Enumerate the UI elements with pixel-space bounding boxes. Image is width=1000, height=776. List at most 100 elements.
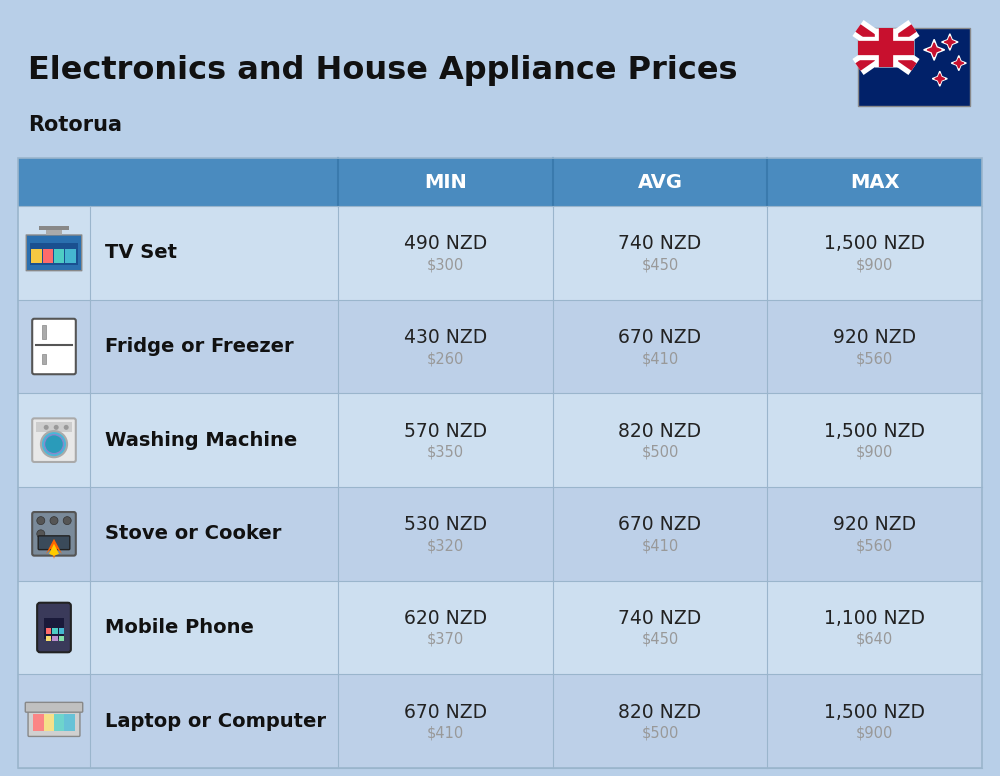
Bar xyxy=(42,355,46,365)
Bar xyxy=(18,393,982,487)
Bar xyxy=(18,674,982,768)
Text: $450: $450 xyxy=(641,632,679,647)
Text: $500: $500 xyxy=(641,726,679,740)
Bar xyxy=(59,636,64,641)
Bar xyxy=(42,324,46,338)
FancyBboxPatch shape xyxy=(25,702,83,712)
FancyBboxPatch shape xyxy=(37,603,71,653)
Text: $320: $320 xyxy=(427,539,464,553)
Text: $560: $560 xyxy=(856,539,893,553)
Bar xyxy=(46,629,51,634)
Text: $350: $350 xyxy=(427,445,464,459)
Text: $300: $300 xyxy=(427,258,464,272)
Bar xyxy=(36,422,72,432)
Circle shape xyxy=(37,517,45,525)
Text: AVG: AVG xyxy=(638,172,682,192)
Circle shape xyxy=(54,425,59,430)
Polygon shape xyxy=(954,58,964,68)
Text: $900: $900 xyxy=(856,258,893,272)
Circle shape xyxy=(50,517,58,525)
Text: $900: $900 xyxy=(856,726,893,740)
Polygon shape xyxy=(935,74,945,84)
Text: 670 NZD: 670 NZD xyxy=(618,328,702,347)
Text: $500: $500 xyxy=(641,445,679,459)
Text: 1,500 NZD: 1,500 NZD xyxy=(824,234,925,253)
FancyBboxPatch shape xyxy=(38,536,70,549)
Text: 740 NZD: 740 NZD xyxy=(618,609,702,628)
Text: 920 NZD: 920 NZD xyxy=(833,515,916,535)
Text: Fridge or Freezer: Fridge or Freezer xyxy=(105,337,294,356)
Circle shape xyxy=(37,530,45,538)
Bar xyxy=(33,715,75,732)
Text: 430 NZD: 430 NZD xyxy=(404,328,487,347)
Text: $410: $410 xyxy=(427,726,464,740)
Text: 1,100 NZD: 1,100 NZD xyxy=(824,609,925,628)
Bar xyxy=(46,230,62,235)
Bar xyxy=(18,158,982,206)
Text: 620 NZD: 620 NZD xyxy=(404,609,487,628)
Text: MAX: MAX xyxy=(850,172,899,192)
Text: $640: $640 xyxy=(856,632,893,647)
Polygon shape xyxy=(46,539,62,559)
Text: MIN: MIN xyxy=(424,172,467,192)
Bar xyxy=(18,158,982,768)
Text: 920 NZD: 920 NZD xyxy=(833,328,916,347)
Bar xyxy=(31,249,42,262)
Text: $410: $410 xyxy=(641,351,679,366)
Text: Mobile Phone: Mobile Phone xyxy=(105,618,254,637)
Text: $450: $450 xyxy=(641,258,679,272)
Bar xyxy=(33,715,44,732)
Polygon shape xyxy=(927,43,941,57)
Text: 1,500 NZD: 1,500 NZD xyxy=(824,421,925,441)
Bar xyxy=(65,249,76,262)
Bar xyxy=(18,300,982,393)
Bar xyxy=(858,28,970,106)
Text: Washing Machine: Washing Machine xyxy=(105,431,297,449)
Polygon shape xyxy=(932,71,947,86)
Text: TV Set: TV Set xyxy=(105,244,177,262)
Circle shape xyxy=(41,431,67,457)
Polygon shape xyxy=(49,544,59,556)
FancyBboxPatch shape xyxy=(32,418,76,462)
Text: 670 NZD: 670 NZD xyxy=(404,702,487,722)
Bar xyxy=(59,629,64,634)
Bar xyxy=(64,715,75,732)
Circle shape xyxy=(44,425,49,430)
Text: 820 NZD: 820 NZD xyxy=(618,702,702,722)
Polygon shape xyxy=(924,40,945,61)
Bar xyxy=(54,715,64,732)
Bar xyxy=(43,249,53,262)
Bar xyxy=(44,618,64,639)
Text: Rotorua: Rotorua xyxy=(28,115,122,135)
FancyBboxPatch shape xyxy=(32,512,76,556)
Polygon shape xyxy=(944,36,955,47)
Bar xyxy=(44,715,54,732)
Bar xyxy=(52,636,58,641)
Text: 740 NZD: 740 NZD xyxy=(618,234,702,253)
Text: Stove or Cooker: Stove or Cooker xyxy=(105,525,281,543)
Circle shape xyxy=(64,425,69,430)
Bar xyxy=(18,487,982,580)
Circle shape xyxy=(63,517,71,525)
Text: 670 NZD: 670 NZD xyxy=(618,515,702,535)
Text: 820 NZD: 820 NZD xyxy=(618,421,702,441)
Text: $410: $410 xyxy=(641,539,679,553)
Bar xyxy=(52,629,58,634)
Bar xyxy=(39,226,69,230)
Text: $560: $560 xyxy=(856,351,893,366)
Bar xyxy=(18,580,982,674)
FancyBboxPatch shape xyxy=(32,319,76,374)
FancyBboxPatch shape xyxy=(26,235,82,271)
Bar xyxy=(54,249,64,262)
Text: $370: $370 xyxy=(427,632,464,647)
Bar xyxy=(18,206,982,300)
Text: Electronics and House Appliance Prices: Electronics and House Appliance Prices xyxy=(28,55,738,86)
FancyBboxPatch shape xyxy=(28,709,80,736)
Text: $260: $260 xyxy=(427,351,464,366)
Polygon shape xyxy=(942,34,958,50)
Text: 570 NZD: 570 NZD xyxy=(404,421,487,441)
Text: 1,500 NZD: 1,500 NZD xyxy=(824,702,925,722)
Text: Laptop or Computer: Laptop or Computer xyxy=(105,712,326,731)
Text: 490 NZD: 490 NZD xyxy=(404,234,487,253)
Text: $900: $900 xyxy=(856,445,893,459)
